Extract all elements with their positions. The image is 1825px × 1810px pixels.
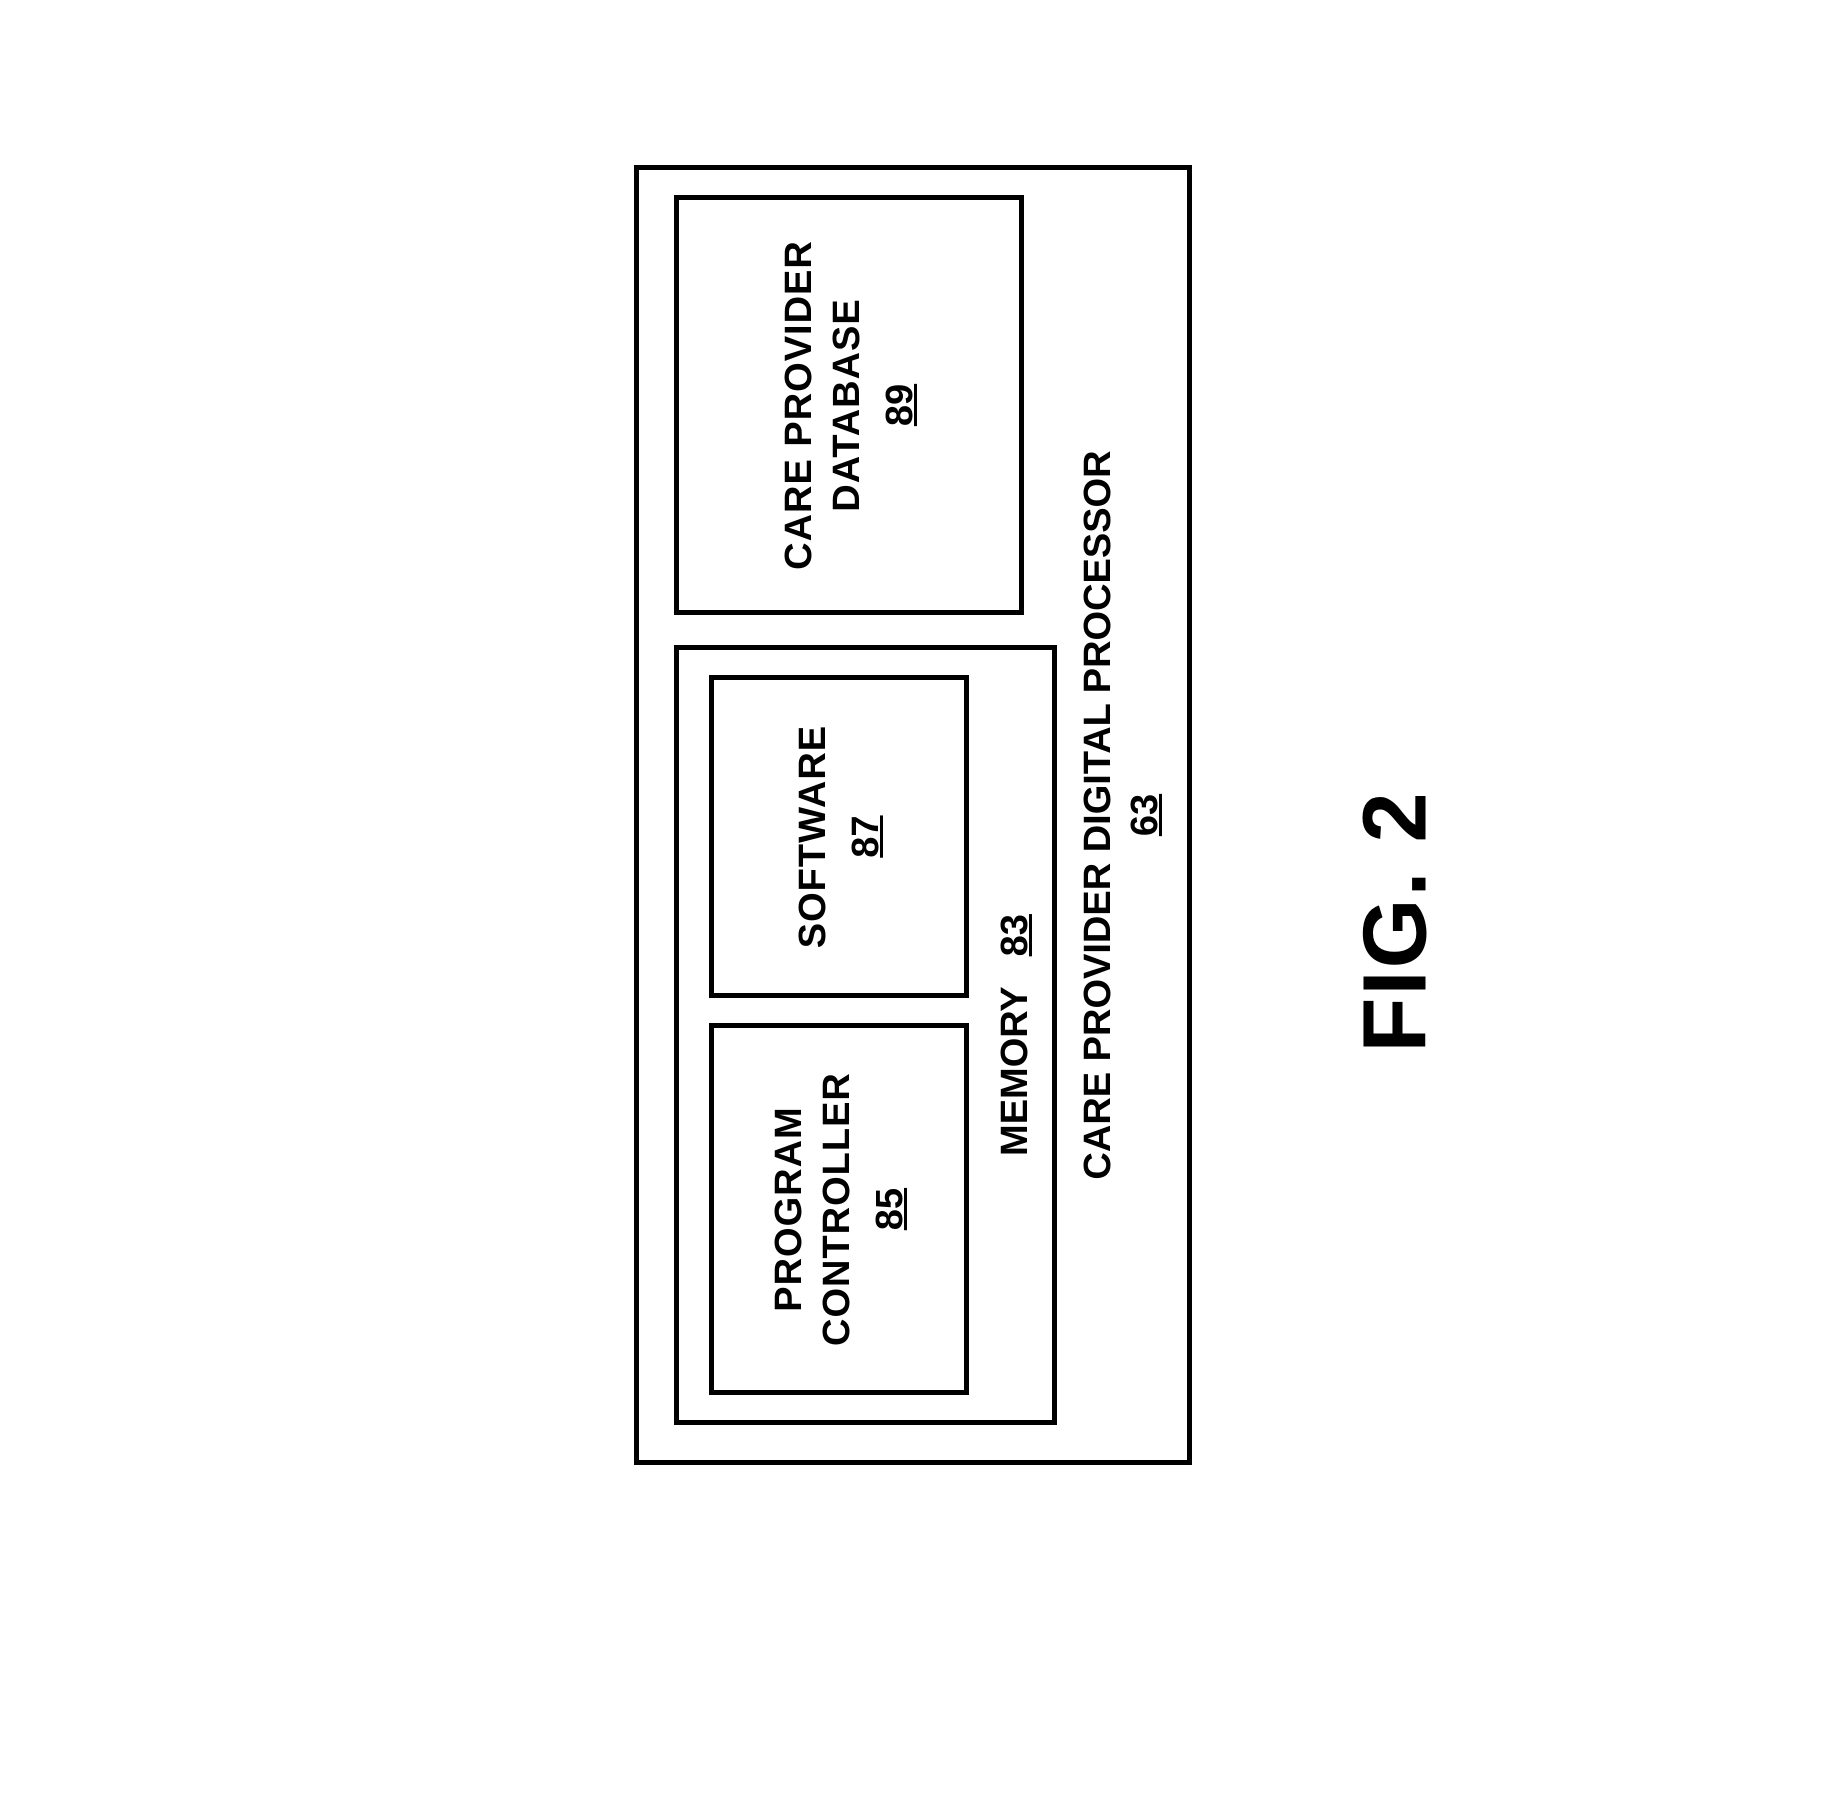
processor-label: CARE PROVIDER DIGITAL PROCESSOR [1077,205,1120,1425]
software-label: SOFTWARE [789,724,837,947]
memory-label-row: MEMORY 83 [994,675,1037,1395]
program-controller-num: 85 [869,1187,912,1229]
program-controller-line2: CONTROLLER [813,1072,861,1346]
software-num: 87 [845,815,888,857]
program-controller-line1: PROGRAM [766,1106,814,1311]
processor-num: 63 [1124,205,1167,1425]
memory-num: 83 [994,914,1036,956]
diagram-rotated-wrapper: PROGRAM CONTROLLER 85 SOFTWARE 87 MEMORY… [634,165,1192,1465]
memory-inner-row: PROGRAM CONTROLLER 85 SOFTWARE 87 [709,675,969,1395]
memory-box: PROGRAM CONTROLLER 85 SOFTWARE 87 MEMORY… [674,645,1057,1425]
memory-label: MEMORY [994,986,1036,1156]
database-line1: CARE PROVIDER [776,240,824,570]
figure-caption: FIG. 2 [1345,790,1448,1052]
program-controller-box: PROGRAM CONTROLLER 85 [709,1023,969,1395]
upper-row: PROGRAM CONTROLLER 85 SOFTWARE 87 MEMORY… [674,205,1057,1425]
processor-outer-box: PROGRAM CONTROLLER 85 SOFTWARE 87 MEMORY… [634,165,1192,1465]
database-box: CARE PROVIDER DATABASE 89 [674,195,1024,615]
database-num: 89 [879,383,922,425]
database-line2: DATABASE [823,298,871,511]
software-box: SOFTWARE 87 [709,675,969,998]
